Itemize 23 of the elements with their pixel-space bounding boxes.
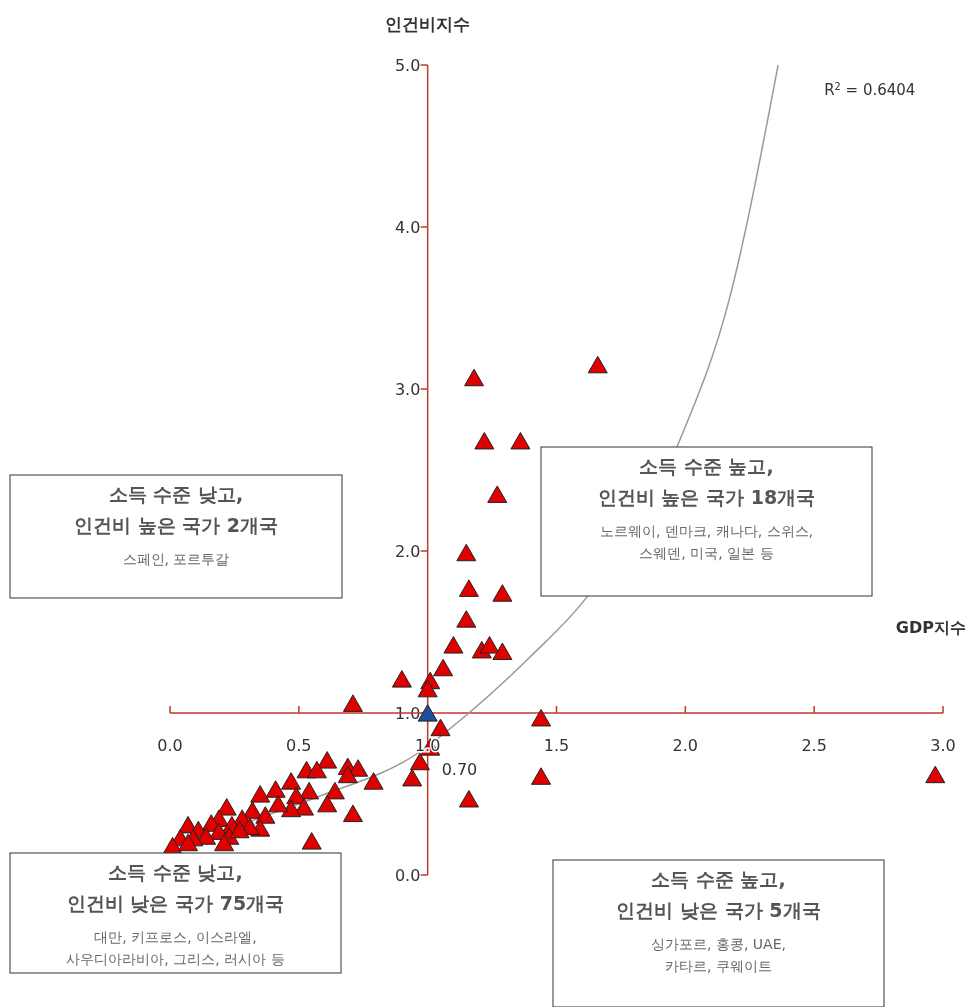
- annotation: 소득 수준 낮고, 인건비 낮은 국가 75개국: [66, 861, 285, 914]
- x-tick-label: 0.0: [157, 735, 183, 755]
- x-tick-label: 1.5: [543, 735, 570, 755]
- annotation: 0.70: [441, 760, 478, 780]
- text: 대만, 키프로스, 이스라엘, 사우디아라비아, 그리스, 러시아 등: [66, 929, 285, 967]
- x-axis-title: GDP지수: [895, 618, 966, 637]
- annotation: 노르웨이, 덴마크, 캐나다, 스위스, 스웨덴, 미국, 일본 등: [599, 523, 814, 561]
- y-tick-label: 0.0: [394, 865, 421, 885]
- y-tick-label: 2.0: [394, 541, 421, 561]
- annotation: 소득 수준 낮고, 인건비 높은 국가 2개국: [73, 483, 279, 536]
- x-tick-label: 2.0: [672, 735, 699, 755]
- text: 싱가포르, 홍콩, UAE, 카타르, 쿠웨이트: [651, 936, 786, 974]
- x-tick-label: 3.0: [930, 735, 956, 755]
- x-tick-label: 0.5: [286, 735, 312, 755]
- annotation: 소득 수준 높고, 인건비 높은 국가 18개국: [597, 455, 816, 508]
- y-axis-title: 인건비지수: [385, 14, 471, 34]
- y-tick-label: 5.0: [394, 55, 421, 75]
- y-tick-label: 4.0: [394, 217, 421, 237]
- annotation: 소득 수준 높고, 인건비 낮은 국가 5개국: [616, 868, 821, 921]
- y-tick-label: 3.0: [394, 379, 421, 399]
- annotation: R$^{2}$ = 0.6404: [824, 80, 916, 99]
- annotation: 스페인, 포르투갈: [122, 551, 230, 567]
- x-tick-label: 2.5: [801, 735, 827, 755]
